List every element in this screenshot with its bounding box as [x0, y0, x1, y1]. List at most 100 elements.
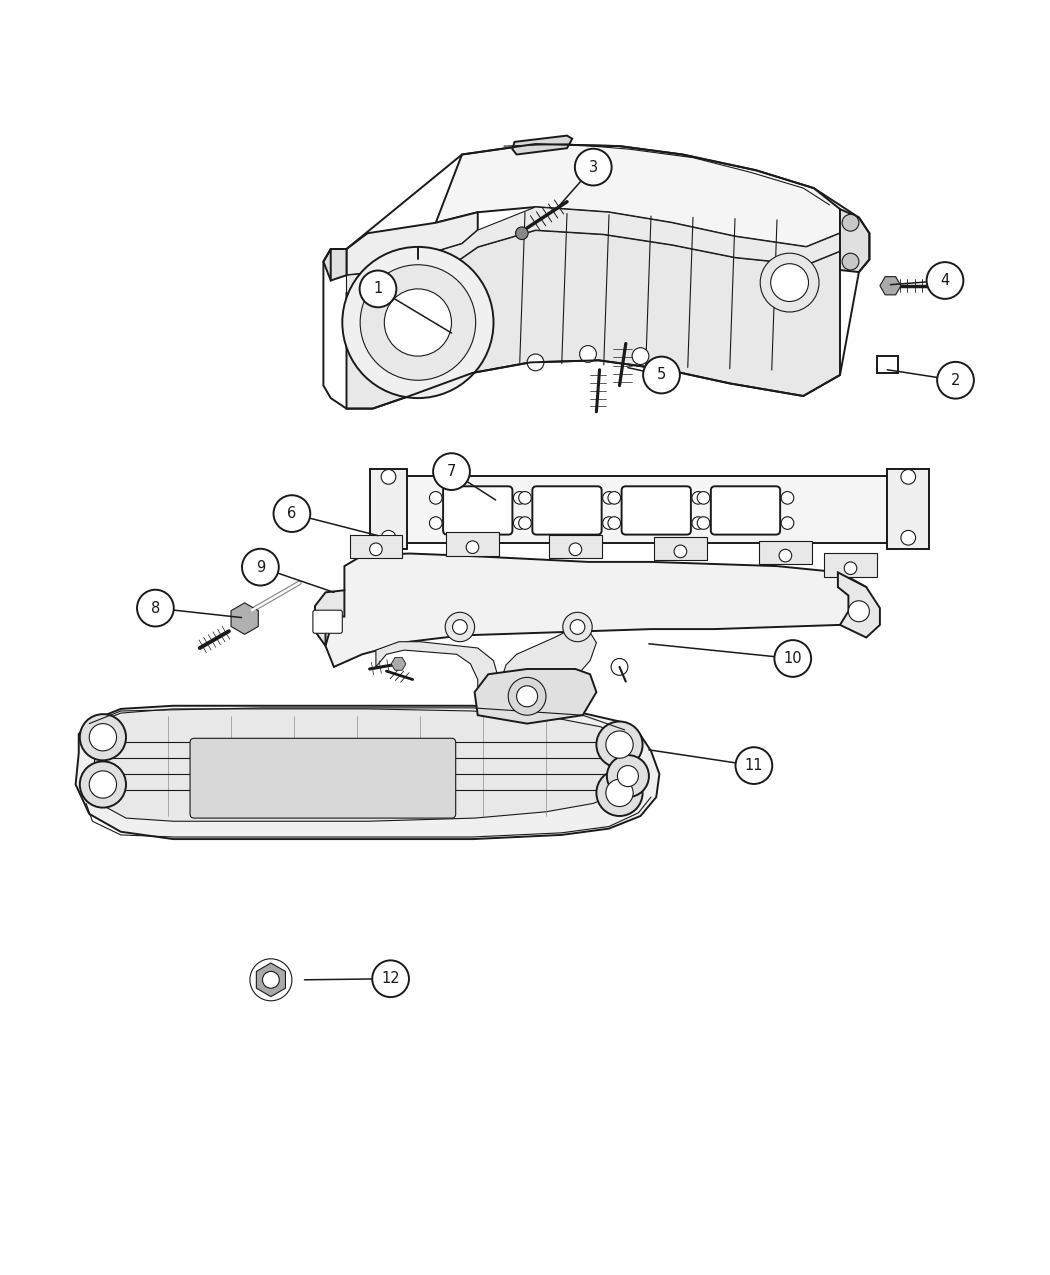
- Polygon shape: [326, 553, 866, 667]
- Circle shape: [608, 492, 621, 504]
- Circle shape: [527, 354, 544, 371]
- Circle shape: [844, 562, 857, 575]
- Circle shape: [242, 548, 278, 585]
- Text: 7: 7: [447, 464, 456, 479]
- Circle shape: [342, 247, 494, 398]
- Text: 3: 3: [589, 159, 597, 175]
- Circle shape: [842, 254, 859, 270]
- Circle shape: [775, 640, 811, 677]
- Circle shape: [570, 620, 585, 635]
- FancyBboxPatch shape: [711, 486, 780, 534]
- Polygon shape: [549, 534, 602, 557]
- Polygon shape: [346, 212, 478, 275]
- Circle shape: [513, 516, 526, 529]
- Circle shape: [632, 348, 649, 365]
- Circle shape: [692, 516, 705, 529]
- FancyBboxPatch shape: [622, 486, 691, 534]
- Polygon shape: [880, 277, 901, 295]
- Polygon shape: [346, 207, 840, 293]
- Circle shape: [608, 516, 621, 529]
- Circle shape: [89, 724, 117, 751]
- Circle shape: [607, 755, 649, 797]
- Circle shape: [781, 492, 794, 504]
- Circle shape: [842, 214, 859, 231]
- Circle shape: [519, 492, 531, 504]
- Polygon shape: [436, 144, 840, 247]
- Circle shape: [901, 469, 916, 484]
- Text: 10: 10: [783, 652, 802, 666]
- Circle shape: [697, 516, 710, 529]
- Circle shape: [606, 731, 633, 759]
- Polygon shape: [838, 572, 880, 638]
- Circle shape: [692, 492, 705, 504]
- Polygon shape: [392, 658, 406, 671]
- Circle shape: [575, 149, 611, 185]
- Circle shape: [735, 747, 772, 784]
- Circle shape: [453, 620, 467, 635]
- Polygon shape: [346, 230, 840, 408]
- Circle shape: [606, 779, 633, 807]
- Circle shape: [273, 495, 311, 532]
- Circle shape: [617, 765, 638, 787]
- Text: 1: 1: [374, 282, 382, 296]
- Text: 6: 6: [288, 506, 296, 521]
- Circle shape: [370, 543, 382, 556]
- Polygon shape: [370, 469, 407, 550]
- Circle shape: [373, 960, 410, 997]
- Text: 5: 5: [657, 367, 666, 382]
- Circle shape: [779, 550, 792, 562]
- Circle shape: [848, 601, 869, 622]
- Polygon shape: [376, 641, 499, 715]
- Polygon shape: [350, 534, 402, 557]
- Polygon shape: [502, 629, 596, 703]
- Circle shape: [433, 453, 470, 490]
- Circle shape: [760, 254, 819, 312]
- Polygon shape: [824, 553, 877, 576]
- FancyBboxPatch shape: [443, 486, 512, 534]
- Polygon shape: [94, 709, 638, 821]
- Polygon shape: [323, 249, 346, 280]
- Circle shape: [643, 357, 680, 394]
- Polygon shape: [446, 533, 499, 556]
- Polygon shape: [840, 209, 869, 272]
- Polygon shape: [231, 603, 258, 635]
- Circle shape: [901, 530, 916, 546]
- Polygon shape: [315, 590, 344, 646]
- Circle shape: [580, 346, 596, 362]
- Circle shape: [466, 541, 479, 553]
- Circle shape: [516, 227, 528, 240]
- FancyBboxPatch shape: [313, 611, 342, 634]
- Polygon shape: [256, 963, 286, 997]
- FancyBboxPatch shape: [190, 738, 456, 819]
- Circle shape: [513, 492, 526, 504]
- Text: 9: 9: [256, 560, 265, 575]
- Text: 11: 11: [744, 759, 763, 773]
- Circle shape: [771, 264, 808, 301]
- Polygon shape: [654, 537, 707, 560]
- Circle shape: [445, 612, 475, 641]
- Circle shape: [384, 289, 452, 356]
- Circle shape: [262, 972, 279, 988]
- Text: 2: 2: [951, 372, 960, 388]
- Circle shape: [519, 516, 531, 529]
- Text: 8: 8: [151, 601, 160, 616]
- Polygon shape: [759, 541, 812, 564]
- Circle shape: [80, 714, 126, 760]
- Circle shape: [596, 722, 643, 768]
- Circle shape: [359, 270, 397, 307]
- Circle shape: [80, 761, 126, 807]
- Circle shape: [926, 263, 964, 298]
- Circle shape: [360, 265, 476, 380]
- Circle shape: [517, 686, 538, 706]
- Circle shape: [603, 492, 615, 504]
- Circle shape: [569, 543, 582, 556]
- Circle shape: [697, 492, 710, 504]
- Polygon shape: [404, 476, 887, 543]
- Circle shape: [136, 590, 174, 626]
- Circle shape: [603, 516, 615, 529]
- Circle shape: [381, 469, 396, 484]
- Polygon shape: [877, 356, 898, 372]
- Circle shape: [781, 516, 794, 529]
- Circle shape: [611, 658, 628, 676]
- Polygon shape: [512, 135, 572, 154]
